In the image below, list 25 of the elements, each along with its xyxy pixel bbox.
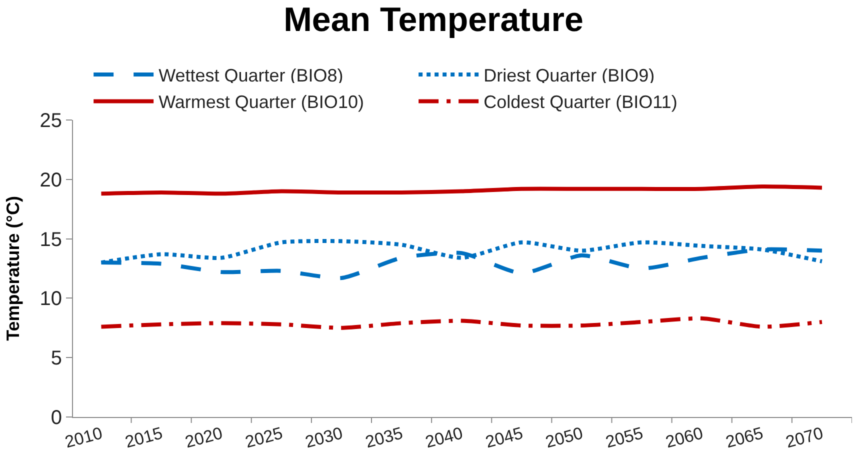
x-tick-label: 2040	[423, 424, 465, 452]
y-tick-label: 20	[40, 169, 62, 192]
x-tick-label: 2050	[544, 424, 585, 452]
y-tick-label: 25	[40, 110, 62, 132]
y-tick-label: 15	[40, 228, 62, 251]
x-tick-label: 2045	[483, 424, 525, 452]
legend-label: Coldest Quarter (BIO11)	[484, 92, 678, 112]
y-tick-label: 5	[50, 348, 62, 370]
x-tick-label: 2015	[123, 424, 165, 452]
y-tick-label: 10	[40, 288, 62, 310]
x-tick-label: 2020	[183, 424, 225, 452]
x-tick-label: 2035	[363, 424, 405, 452]
y-axis-title: Temperature (°C)	[2, 196, 23, 341]
legend-label: Warmest Quarter (BIO10)	[158, 92, 364, 112]
chart-title: Mean Temperature	[284, 0, 584, 39]
x-tick-label: 2055	[604, 424, 646, 452]
legend-label: Driest Quarter (BIO9)	[484, 65, 655, 86]
legend-label: Wettest Quarter (BIO8)	[158, 65, 344, 86]
x-tick-label: 2070	[784, 424, 826, 452]
x-tick-label: 2030	[303, 424, 345, 452]
y-tick-label: 0	[50, 407, 62, 429]
x-tick-label: 2010	[63, 424, 104, 452]
x-tick-label: 2065	[724, 424, 766, 452]
x-tick-label: 2025	[243, 424, 285, 452]
x-tick-label: 2060	[664, 424, 706, 452]
